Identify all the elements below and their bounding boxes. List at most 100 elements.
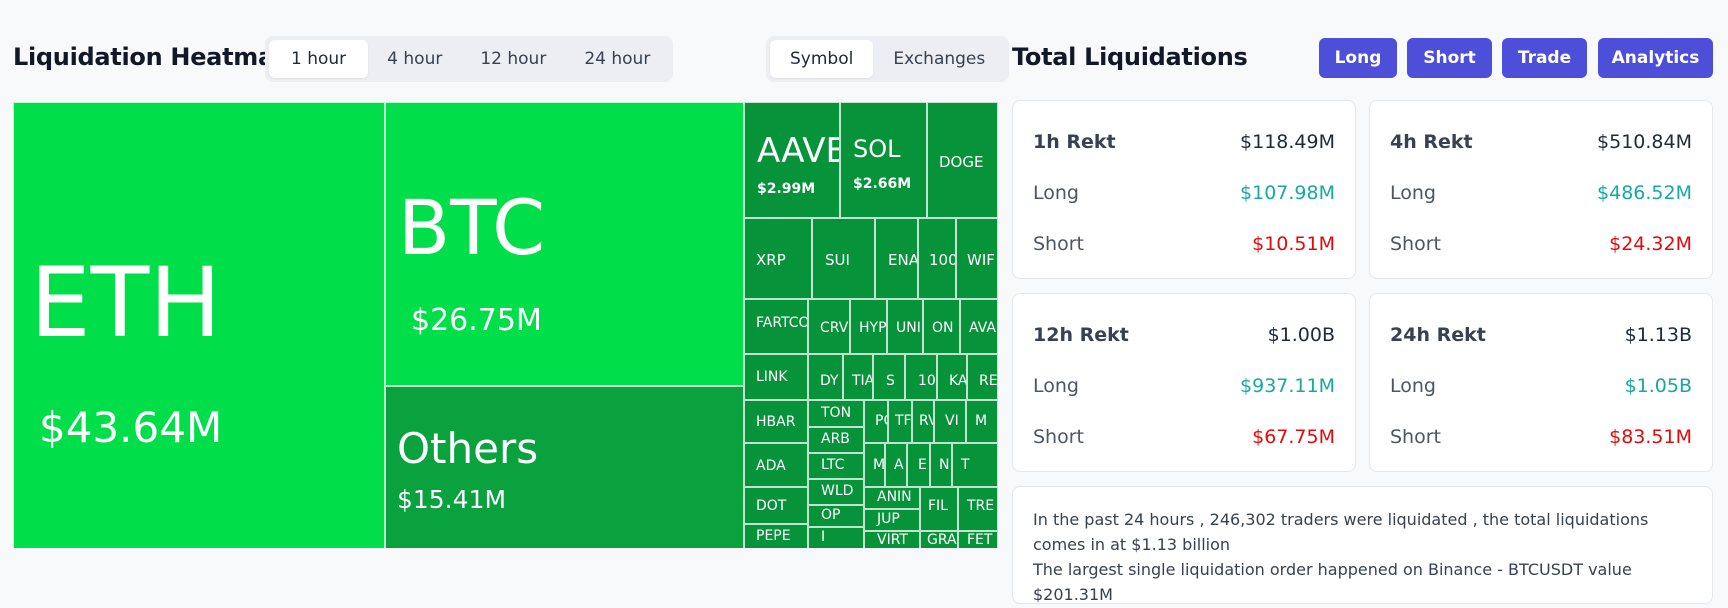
heatmap-tile-ton[interactable]: TON <box>808 400 864 427</box>
rekt-row-value: $10.51M <box>1252 233 1335 255</box>
heatmap-tile-symbol: AVA <box>969 320 996 336</box>
rekt-row-label: Short <box>1033 426 1084 448</box>
rekt-row-value: $67.75M <box>1252 426 1335 448</box>
rekt-card-24h-rekt: 24h Rekt $1.13B Long $1.05B Short $83.51M <box>1369 293 1713 472</box>
heatmap-tile-symbol: VIRT <box>877 532 908 548</box>
tab-24-hour[interactable]: 24 hour <box>584 49 651 69</box>
rekt-row: 1h Rekt $118.49M <box>1033 130 1335 154</box>
heatmap-tile-symbol: 10 <box>918 373 936 389</box>
heatmap-tile-rv[interactable]: RV <box>912 400 934 443</box>
heatmap-tile-anin[interactable]: ANIN <box>864 487 920 509</box>
heatmap-tile-fil[interactable]: FIL <box>920 487 958 531</box>
heatmap-tile-i[interactable]: I <box>808 527 864 548</box>
rekt-row-value: $1.05B <box>1624 375 1692 397</box>
rekt-row-value: $486.52M <box>1597 182 1692 204</box>
heatmap-tile-uni[interactable]: UNI <box>887 299 923 354</box>
analytics-button[interactable]: Analytics <box>1598 38 1713 78</box>
heatmap-tile-pepe[interactable]: PEPE <box>744 524 808 548</box>
heatmap-tile-sol[interactable]: SOL $2.66M <box>840 102 927 218</box>
heatmap-tile-virt[interactable]: VIRT <box>864 531 920 548</box>
heatmap-tile-eth[interactable]: ETH $43.64M <box>13 102 385 548</box>
heatmap-tile-s[interactable]: S <box>873 354 905 400</box>
heatmap-tile-tia[interactable]: TIA <box>843 354 873 400</box>
heatmap-tile-fartco[interactable]: FARTCO <box>744 299 808 354</box>
rekt-row-label: Long <box>1390 375 1436 397</box>
heatmap-tile-10[interactable]: 10 <box>905 354 937 400</box>
tab-12-hour[interactable]: 12 hour <box>480 49 547 69</box>
rekt-row: Long $1.05B <box>1390 374 1692 398</box>
long-button[interactable]: Long <box>1319 38 1397 78</box>
short-button[interactable]: Short <box>1407 38 1492 78</box>
tab-symbol[interactable]: Symbol <box>770 40 874 78</box>
heatmap-tile-symbol: SOL <box>853 135 901 163</box>
heatmap-tile-n[interactable]: N <box>930 443 952 487</box>
heatmap-tile-e[interactable]: E <box>907 443 930 487</box>
heatmap-tile-symbol: ENA <box>888 251 918 269</box>
heatmap-tile-arb[interactable]: ARB <box>808 427 864 453</box>
heatmap-tile-fet[interactable]: FET <box>958 531 998 548</box>
heatmap-tile-btc[interactable]: BTC $26.75M <box>385 102 744 386</box>
heatmap-tile-ltc[interactable]: LTC <box>808 453 864 479</box>
heatmap-tile-on[interactable]: ON <box>923 299 960 354</box>
rekt-row: Long $107.98M <box>1033 181 1335 205</box>
heatmap-tile-hbar[interactable]: HBAR <box>744 400 808 443</box>
rekt-row-value: $1.00B <box>1267 324 1335 346</box>
rekt-row-value: $107.98M <box>1240 182 1335 204</box>
heatmap-tile-wif[interactable]: WIF <box>956 218 998 299</box>
trade-button[interactable]: Trade <box>1502 38 1587 78</box>
rekt-card-12h-rekt: 12h Rekt $1.00B Long $937.11M Short $67.75M <box>1012 293 1356 472</box>
tab-1-hour[interactable]: 1 hour <box>269 40 369 78</box>
tab-exchanges[interactable]: Exchanges <box>893 49 986 69</box>
heatmap-tile-symbol: FIL <box>928 498 948 514</box>
heatmap-tile-tf[interactable]: TF <box>888 400 912 443</box>
heatmap-tile-op[interactable]: OP <box>808 505 864 527</box>
rekt-row: Long $486.52M <box>1390 181 1692 205</box>
heatmap-tile-dot[interactable]: DOT <box>744 487 808 524</box>
heatmap-tile-doge[interactable]: DOGE <box>927 102 998 218</box>
heatmap-tile-re[interactable]: RE <box>967 354 998 400</box>
rekt-row-label: Long <box>1033 375 1079 397</box>
heatmap-tile-aave[interactable]: AAVE $2.99M <box>744 102 840 218</box>
heatmap-tile-gra[interactable]: GRA <box>920 531 958 548</box>
heatmap-tile-symbol: HBAR <box>756 414 796 430</box>
summary-line-2: The largest single liquidation order hap… <box>1033 560 1632 604</box>
heatmap-tile-1000[interactable]: 1000 <box>918 218 956 299</box>
rekt-row-label: 4h Rekt <box>1390 131 1473 153</box>
heatmap-tile-wld[interactable]: WLD <box>808 479 864 505</box>
heatmap-tile-ka[interactable]: KA <box>937 354 967 400</box>
tab-4-hour[interactable]: 4 hour <box>387 49 443 69</box>
heatmap-tile-link[interactable]: LINK <box>744 354 808 400</box>
heatmap-tile-vi[interactable]: VI <box>934 400 966 443</box>
heatmap-tile-symbol: 1000 <box>929 251 955 269</box>
heatmap-tile-ada[interactable]: ADA <box>744 443 808 487</box>
heatmap-tile-others[interactable]: Others $15.41M <box>385 386 744 548</box>
heatmap-tile-po[interactable]: PO <box>864 400 888 443</box>
heatmap-tile-crv[interactable]: CRV <box>808 299 850 354</box>
heatmap-tile-symbol: HYP <box>859 320 887 336</box>
heatmap-tile-dy[interactable]: DY <box>808 354 843 400</box>
heatmap-tile-moo[interactable]: MOO <box>864 443 885 487</box>
heatmap-tile-value: $2.66M <box>853 176 912 192</box>
total-liquidations-title: Total Liquidations <box>1012 43 1248 71</box>
heatmap-tile-symbol: M <box>975 413 988 429</box>
heatmap-tile-symbol: UNI <box>896 320 921 336</box>
heatmap-tile-sui[interactable]: SUI <box>812 218 875 299</box>
heatmap-tile-ena[interactable]: ENA <box>875 218 918 299</box>
heatmap-tile-ava[interactable]: AVA <box>960 299 998 354</box>
rekt-row-label: Short <box>1390 233 1441 255</box>
heatmap-tile-jup[interactable]: JUP <box>864 509 920 531</box>
heatmap-tile-xrp[interactable]: XRP <box>744 218 812 299</box>
rekt-row-value: $83.51M <box>1609 426 1692 448</box>
heatmap-tile-symbol: TRE <box>967 498 995 514</box>
heatmap-tile-symbol: LINK <box>756 369 788 385</box>
heatmap-tile-m[interactable]: M <box>966 400 998 443</box>
heatmap-tile-symbol: FET <box>967 532 993 548</box>
heatmap-tile-a[interactable]: A <box>885 443 907 487</box>
heatmap-tile-symbol: AAVE <box>757 131 840 171</box>
heatmap-tile-symbol: BTC <box>398 183 546 272</box>
heatmap-tile-t[interactable]: T <box>952 443 998 487</box>
heatmap-tile-tre[interactable]: TRE <box>958 487 998 531</box>
rekt-row: 12h Rekt $1.00B <box>1033 323 1335 347</box>
rekt-row-value: $510.84M <box>1597 131 1692 153</box>
heatmap-tile-hyp[interactable]: HYP <box>850 299 887 354</box>
